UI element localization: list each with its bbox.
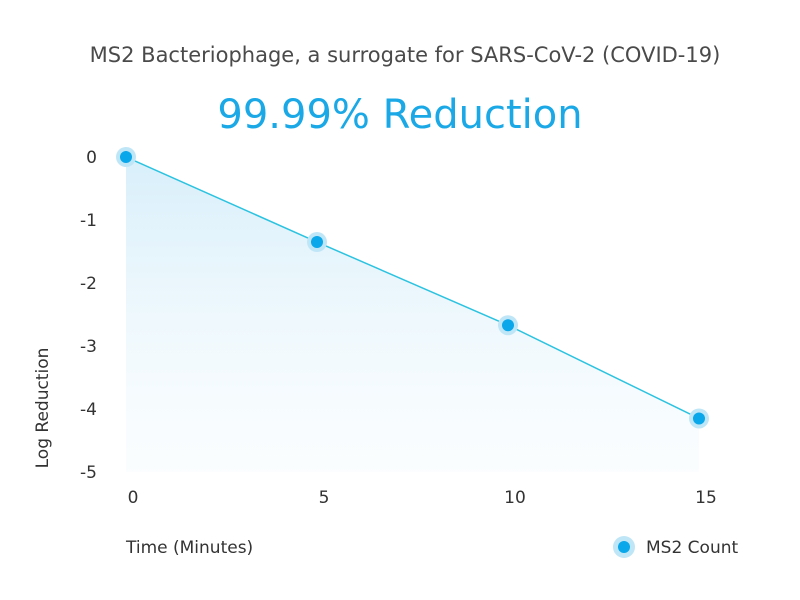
y-tick-label: -1 (80, 211, 97, 231)
data-point (120, 151, 132, 163)
y-axis-label: Log Reduction (33, 348, 53, 469)
data-point (502, 319, 514, 332)
data-point (693, 412, 705, 425)
chart-subtitle: MS2 Bacteriophage, a surrogate for SARS-… (90, 43, 721, 67)
y-axis-ticks: 0 -1 -2 -3 -4 -5 (80, 148, 97, 483)
legend-marker (618, 541, 630, 553)
series-area-fill (126, 157, 699, 472)
y-tick-label: -2 (80, 274, 97, 294)
chart-title: 99.99% Reduction (217, 92, 582, 138)
x-tick-label: 0 (128, 488, 139, 508)
x-tick-label: 5 (319, 488, 330, 508)
legend-label: MS2 Count (646, 538, 738, 558)
series-markers (116, 147, 709, 429)
series-line (125, 156, 700, 420)
data-point (311, 236, 323, 249)
y-tick-label: -3 (80, 337, 97, 357)
y-tick-label: 0 (86, 148, 97, 168)
y-tick-label: -5 (80, 463, 97, 483)
x-axis-ticks: 0 5 10 15 (128, 488, 717, 508)
legend: MS2 Count (613, 536, 738, 558)
x-tick-label: 10 (504, 488, 526, 508)
y-tick-label: -4 (80, 400, 97, 420)
x-tick-label: 15 (695, 488, 717, 508)
x-axis-label: Time (Minutes) (125, 538, 253, 558)
plot-area (116, 147, 709, 472)
